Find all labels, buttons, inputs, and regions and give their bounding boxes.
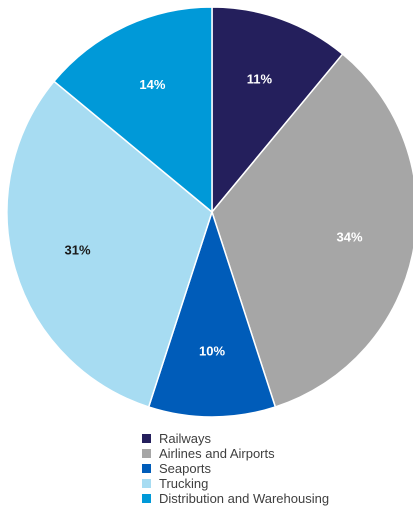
legend-swatch	[142, 494, 151, 503]
legend-item: Seaports	[142, 461, 329, 476]
pie-slices	[6, 6, 413, 418]
legend: Railways Airlines and Airports Seaports Tru…	[142, 431, 329, 506]
slice-value-label: 31%	[65, 242, 91, 257]
pie-slice-distribution-and-warehousing	[53, 6, 213, 213]
legend-label: Railways	[159, 431, 212, 446]
legend-item: Airlines and Airports	[142, 446, 329, 461]
legend-item: Trucking	[142, 476, 329, 491]
legend-item: Distribution and Warehousing	[142, 491, 329, 506]
legend-item: Railways	[142, 431, 329, 446]
slice-value-label: 11%	[247, 72, 273, 87]
slice-value-label: 10%	[199, 343, 225, 358]
legend-label: Airlines and Airports	[159, 446, 275, 461]
legend-swatch	[142, 434, 151, 443]
legend-label: Seaports	[159, 461, 212, 476]
pie-slice-airlines-and-airports	[211, 53, 413, 408]
legend-label: Trucking	[159, 476, 209, 491]
pie-slice-seaports	[147, 211, 277, 418]
pie-value-labels: 11% 34% 10% 31% 14%	[65, 72, 363, 359]
legend-label: Distribution and Warehousing	[159, 491, 330, 506]
legend-swatch	[142, 449, 151, 458]
slice-value-label: 14%	[139, 77, 165, 92]
slice-value-label: 34%	[337, 230, 363, 245]
legend-swatch	[142, 479, 151, 488]
pie-slice-railways	[211, 6, 344, 213]
legend-swatch	[142, 464, 151, 473]
pie-slice-trucking	[6, 80, 213, 408]
